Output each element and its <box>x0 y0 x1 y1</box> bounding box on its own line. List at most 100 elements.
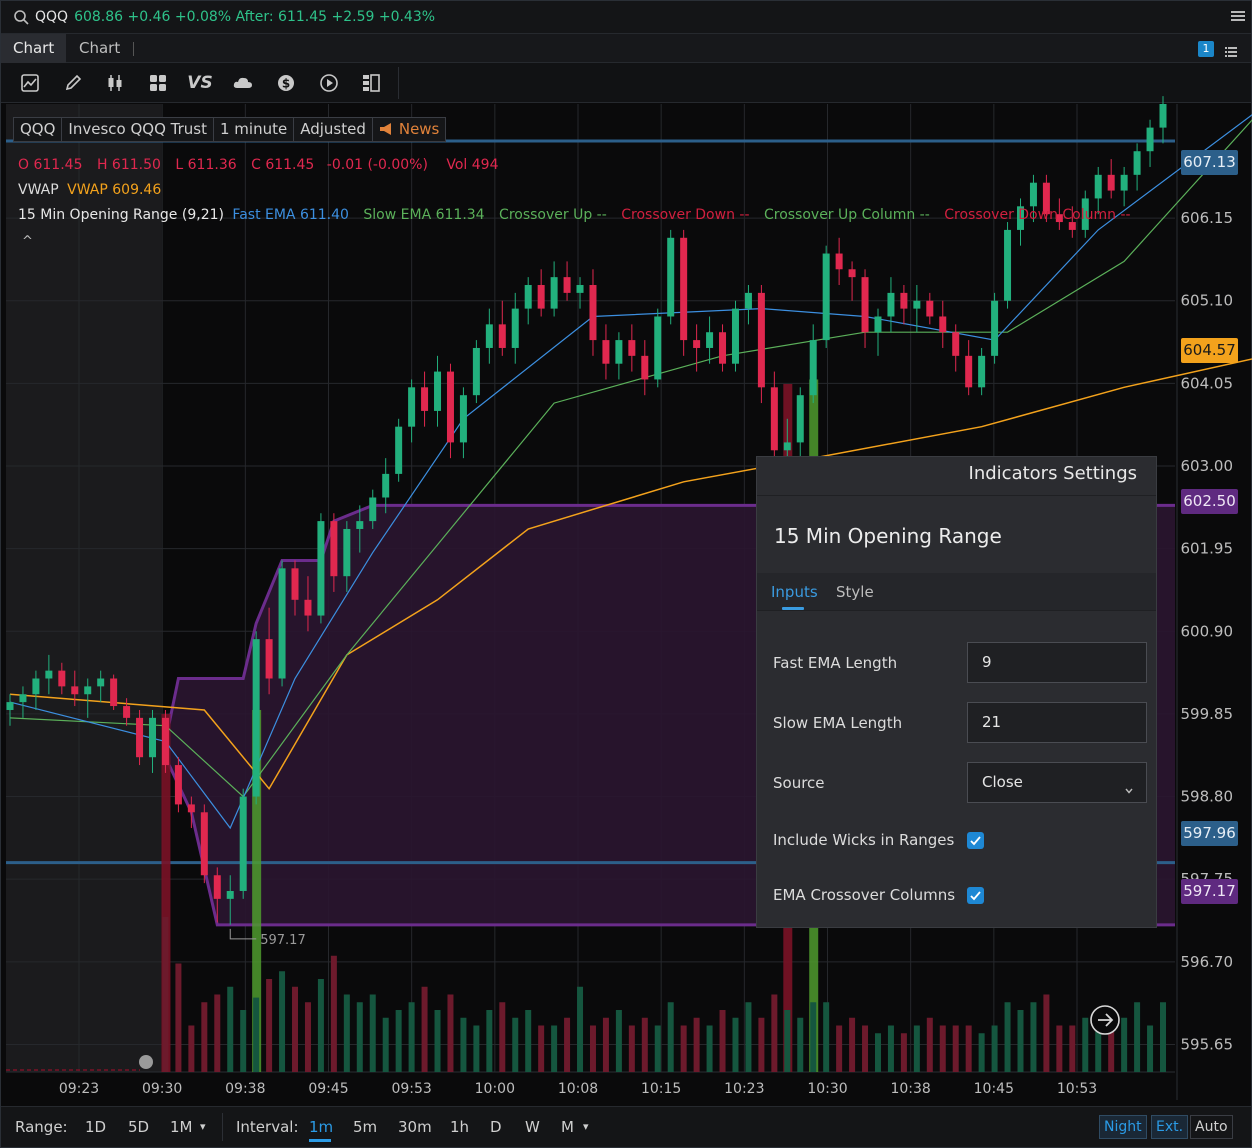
volume-bar <box>279 971 286 1072</box>
candle-body <box>1107 174 1115 191</box>
volume-bar <box>499 1002 506 1072</box>
menu-icon[interactable] <box>1231 11 1245 23</box>
candle-body <box>757 292 765 388</box>
interval-w[interactable]: W <box>525 1118 540 1136</box>
candle-body <box>991 300 999 356</box>
range-1m[interactable]: 1M <box>170 1118 193 1136</box>
chart-style-icon[interactable] <box>18 71 42 95</box>
chevron-down-icon <box>1124 772 1134 811</box>
interval-label: Interval: <box>236 1118 299 1136</box>
candle-body <box>110 678 118 707</box>
slow-ema-length-input[interactable]: 21 <box>967 702 1147 743</box>
drawing-pencil-icon[interactable] <box>61 71 85 95</box>
list-icon[interactable] <box>1225 43 1237 57</box>
volume-bar <box>862 1025 869 1072</box>
range-low-badge: 597.17 <box>1181 879 1238 904</box>
vs-compare-icon[interactable]: VS <box>187 73 213 93</box>
volume-bar <box>253 997 260 1072</box>
dom-ladder-icon[interactable] <box>359 71 383 95</box>
volume-bar <box>1147 1025 1154 1072</box>
include-wicks-label: Include Wicks in Ranges <box>773 831 955 849</box>
candle-body <box>835 253 843 270</box>
scroll-right-icon[interactable] <box>1090 1005 1120 1035</box>
interval-m[interactable]: M <box>561 1118 574 1136</box>
chart-toolbar: VS $ <box>1 63 1251 103</box>
x-tick-label: 09:45 <box>308 1081 348 1097</box>
candle-body <box>32 678 40 695</box>
volume-bar <box>356 1002 363 1072</box>
candle-body <box>913 300 921 309</box>
volume-bar <box>1160 1002 1166 1072</box>
interval-d[interactable]: D <box>490 1118 502 1136</box>
candle-icon[interactable] <box>103 71 127 95</box>
volume-bar <box>615 1010 622 1072</box>
tab-inputs[interactable]: Inputs <box>771 583 818 601</box>
candle-body <box>1094 174 1102 199</box>
interval-30m[interactable]: 30m <box>398 1118 432 1136</box>
ohlc-high-label: H <box>96 157 108 173</box>
volume-bar <box>628 1025 635 1072</box>
vwap-legend[interactable]: VWAP VWAP 609.46 <box>18 182 161 198</box>
chip-symbol[interactable]: QQQ <box>14 118 63 141</box>
volume-bar <box>188 1025 195 1072</box>
ext-hours-toggle[interactable]: Ext. <box>1151 1115 1189 1139</box>
candle-body <box>1146 127 1154 152</box>
volume-bar <box>667 1002 674 1072</box>
tab-chart-2[interactable]: Chart <box>79 39 121 57</box>
volume-bar <box>1056 1025 1063 1072</box>
candle-body <box>589 285 597 341</box>
volume-bar <box>473 1025 480 1072</box>
tab-divider <box>133 42 134 56</box>
search-icon[interactable] <box>11 6 33 28</box>
x-tick-label: 10:45 <box>974 1081 1014 1097</box>
slow-ema-length-label: Slow EMA Length <box>773 714 903 732</box>
source-label: Source <box>773 774 825 792</box>
volume-bar <box>1108 1025 1115 1072</box>
volume-bar <box>395 1010 402 1072</box>
volume-bar <box>641 1017 648 1072</box>
dollar-icon[interactable]: $ <box>274 71 298 95</box>
chip-adjusted[interactable]: Adjusted <box>294 118 373 141</box>
tab-style[interactable]: Style <box>836 583 874 601</box>
volume-bar <box>330 955 337 1072</box>
candle-body <box>97 678 105 687</box>
range-5d[interactable]: 5D <box>128 1118 150 1136</box>
range-label: Range: <box>15 1118 68 1136</box>
interval-1h[interactable]: 1h <box>450 1118 470 1136</box>
candle-body <box>446 371 454 443</box>
grid-layout-icon[interactable] <box>146 71 170 95</box>
fast-ema-line <box>9 114 1252 830</box>
ema-crossover-columns-checkbox[interactable] <box>967 887 984 904</box>
include-wicks-checkbox[interactable] <box>967 832 984 849</box>
study-legend[interactable]: 15 Min Opening Range (9,21) Fast EMA 611… <box>18 207 1131 223</box>
quote-symbol[interactable]: QQQ <box>35 9 69 25</box>
candle-body <box>395 426 403 474</box>
megaphone-icon <box>379 123 391 135</box>
auto-toggle[interactable]: Auto <box>1190 1115 1233 1139</box>
interval-dropdown-icon[interactable]: ▾ <box>583 1120 589 1133</box>
slow-ema-line <box>9 119 1252 798</box>
interval-5m[interactable]: 5m <box>353 1118 378 1136</box>
panel-header-divider <box>757 495 1156 496</box>
crossover-down-column-value: Crossover Down Column -- <box>944 207 1131 223</box>
range-dropdown-icon[interactable]: ▾ <box>200 1120 206 1133</box>
volume-bar <box>836 1025 843 1072</box>
chip-aggregation[interactable]: 1 minute <box>214 118 295 141</box>
grid-count-badge[interactable]: 1 <box>1198 41 1214 57</box>
replay-icon[interactable] <box>317 71 341 95</box>
chip-news[interactable]: News <box>373 118 446 141</box>
fast-ema-length-input[interactable]: 9 <box>967 642 1147 683</box>
volume-bar <box>758 1017 765 1072</box>
cloud-icon[interactable] <box>231 71 255 95</box>
volume-bar <box>887 1025 894 1072</box>
collapse-legend-icon[interactable]: ^ <box>22 234 33 249</box>
candle-body <box>1004 229 1012 301</box>
level-badge-597-96: 597.96 <box>1181 821 1238 846</box>
source-select[interactable]: Close <box>967 762 1147 803</box>
interval-1m[interactable]: 1m <box>309 1118 334 1136</box>
night-toggle[interactable]: Night <box>1099 1115 1147 1139</box>
tab-chart-1[interactable]: Chart <box>1 34 67 63</box>
chip-description: Invesco QQQ Trust <box>62 118 214 141</box>
range-1d[interactable]: 1D <box>85 1118 107 1136</box>
candle-body <box>6 702 14 710</box>
